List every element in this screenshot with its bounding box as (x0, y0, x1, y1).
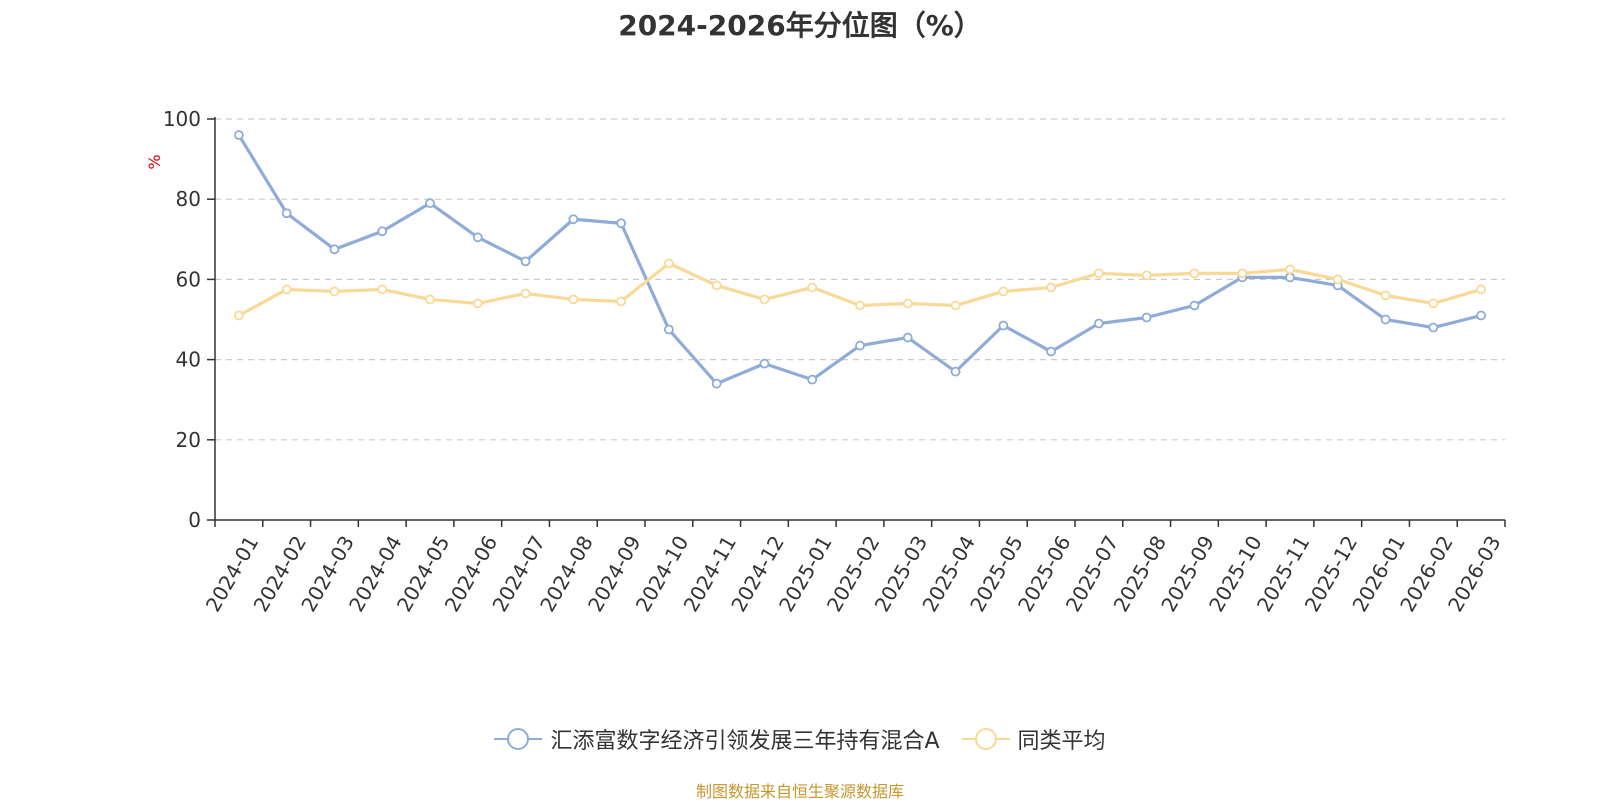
data-point[interactable] (998, 286, 1009, 297)
data-point[interactable] (233, 130, 244, 140)
y-tick-label: 80 (176, 187, 201, 211)
data-point[interactable] (377, 226, 388, 237)
data-point[interactable] (663, 324, 674, 335)
data-point[interactable] (281, 284, 292, 295)
data-point[interactable] (1332, 274, 1343, 285)
data-point[interactable] (950, 300, 961, 311)
data-point[interactable] (472, 232, 483, 243)
legend-label-fund: 汇添富数字经济引领发展三年持有混合A (550, 729, 940, 754)
data-point[interactable] (807, 374, 818, 385)
data-point[interactable] (233, 310, 244, 321)
data-point[interactable] (1380, 290, 1391, 301)
data-point[interactable] (1380, 314, 1391, 325)
data-point[interactable] (1046, 346, 1057, 357)
y-tick-label: 40 (176, 348, 201, 372)
y-tick-label: 60 (176, 267, 201, 291)
data-point[interactable] (1428, 298, 1439, 309)
data-point[interactable] (1476, 310, 1487, 321)
legend-line-circle-icon (494, 728, 543, 750)
axes: 0204060801002024-012024-022024-032024-04… (163, 107, 1506, 616)
y-axis-label: % (145, 154, 164, 169)
data-point[interactable] (568, 214, 579, 225)
data-point[interactable] (759, 294, 770, 305)
data-point[interactable] (616, 218, 627, 229)
data-point[interactable] (281, 208, 292, 219)
legend: 汇添富数字经济引领发展三年持有混合A 同类平均 (0, 722, 1600, 756)
data-point[interactable] (902, 332, 913, 343)
data-point[interactable] (902, 298, 913, 309)
series-1 (233, 258, 1487, 321)
data-point[interactable] (1093, 318, 1104, 329)
data-point[interactable] (1428, 322, 1439, 333)
data-point[interactable] (1189, 300, 1200, 311)
data-point[interactable] (1093, 268, 1104, 279)
data-point[interactable] (855, 300, 865, 311)
data-point[interactable] (329, 244, 340, 255)
series-lines (233, 130, 1487, 389)
data-point[interactable] (425, 294, 435, 305)
data-point[interactable] (663, 258, 674, 269)
data-point[interactable] (1237, 268, 1248, 279)
data-point[interactable] (807, 282, 818, 293)
data-point[interactable] (520, 288, 531, 299)
data-point[interactable] (1476, 284, 1487, 295)
data-source-note: 制图数据来自恒生聚源数据库 (695, 782, 904, 801)
data-point[interactable] (472, 298, 483, 309)
data-point[interactable] (711, 280, 722, 291)
data-point[interactable] (1189, 268, 1200, 279)
data-point[interactable] (1285, 272, 1295, 283)
y-tick-label: 0 (188, 508, 201, 532)
y-tick-label: 20 (176, 428, 201, 452)
legend-item-average[interactable]: 同类平均 (961, 723, 1106, 755)
data-point[interactable] (377, 284, 388, 295)
chart-title: 2024-2026年分位图（%） (618, 9, 982, 42)
data-point[interactable] (855, 340, 865, 351)
legend-line-circle-icon (961, 728, 1010, 750)
data-point[interactable] (759, 358, 770, 369)
y-tick-label: 100 (163, 107, 201, 131)
data-point[interactable] (616, 296, 627, 307)
legend-item-fund[interactable]: 汇添富数字经济引领发展三年持有混合A (494, 723, 940, 755)
legend-label-average: 同类平均 (1017, 729, 1106, 754)
series-0 (233, 130, 1487, 389)
data-point[interactable] (425, 198, 435, 209)
data-point[interactable] (1141, 312, 1152, 323)
data-point[interactable] (1046, 282, 1057, 293)
data-point[interactable] (520, 256, 531, 267)
data-point[interactable] (1285, 264, 1295, 275)
data-point[interactable] (1141, 270, 1152, 281)
data-point[interactable] (568, 294, 579, 305)
data-point[interactable] (711, 378, 722, 389)
data-point[interactable] (329, 286, 340, 297)
data-point[interactable] (998, 320, 1009, 331)
data-point[interactable] (950, 366, 961, 377)
